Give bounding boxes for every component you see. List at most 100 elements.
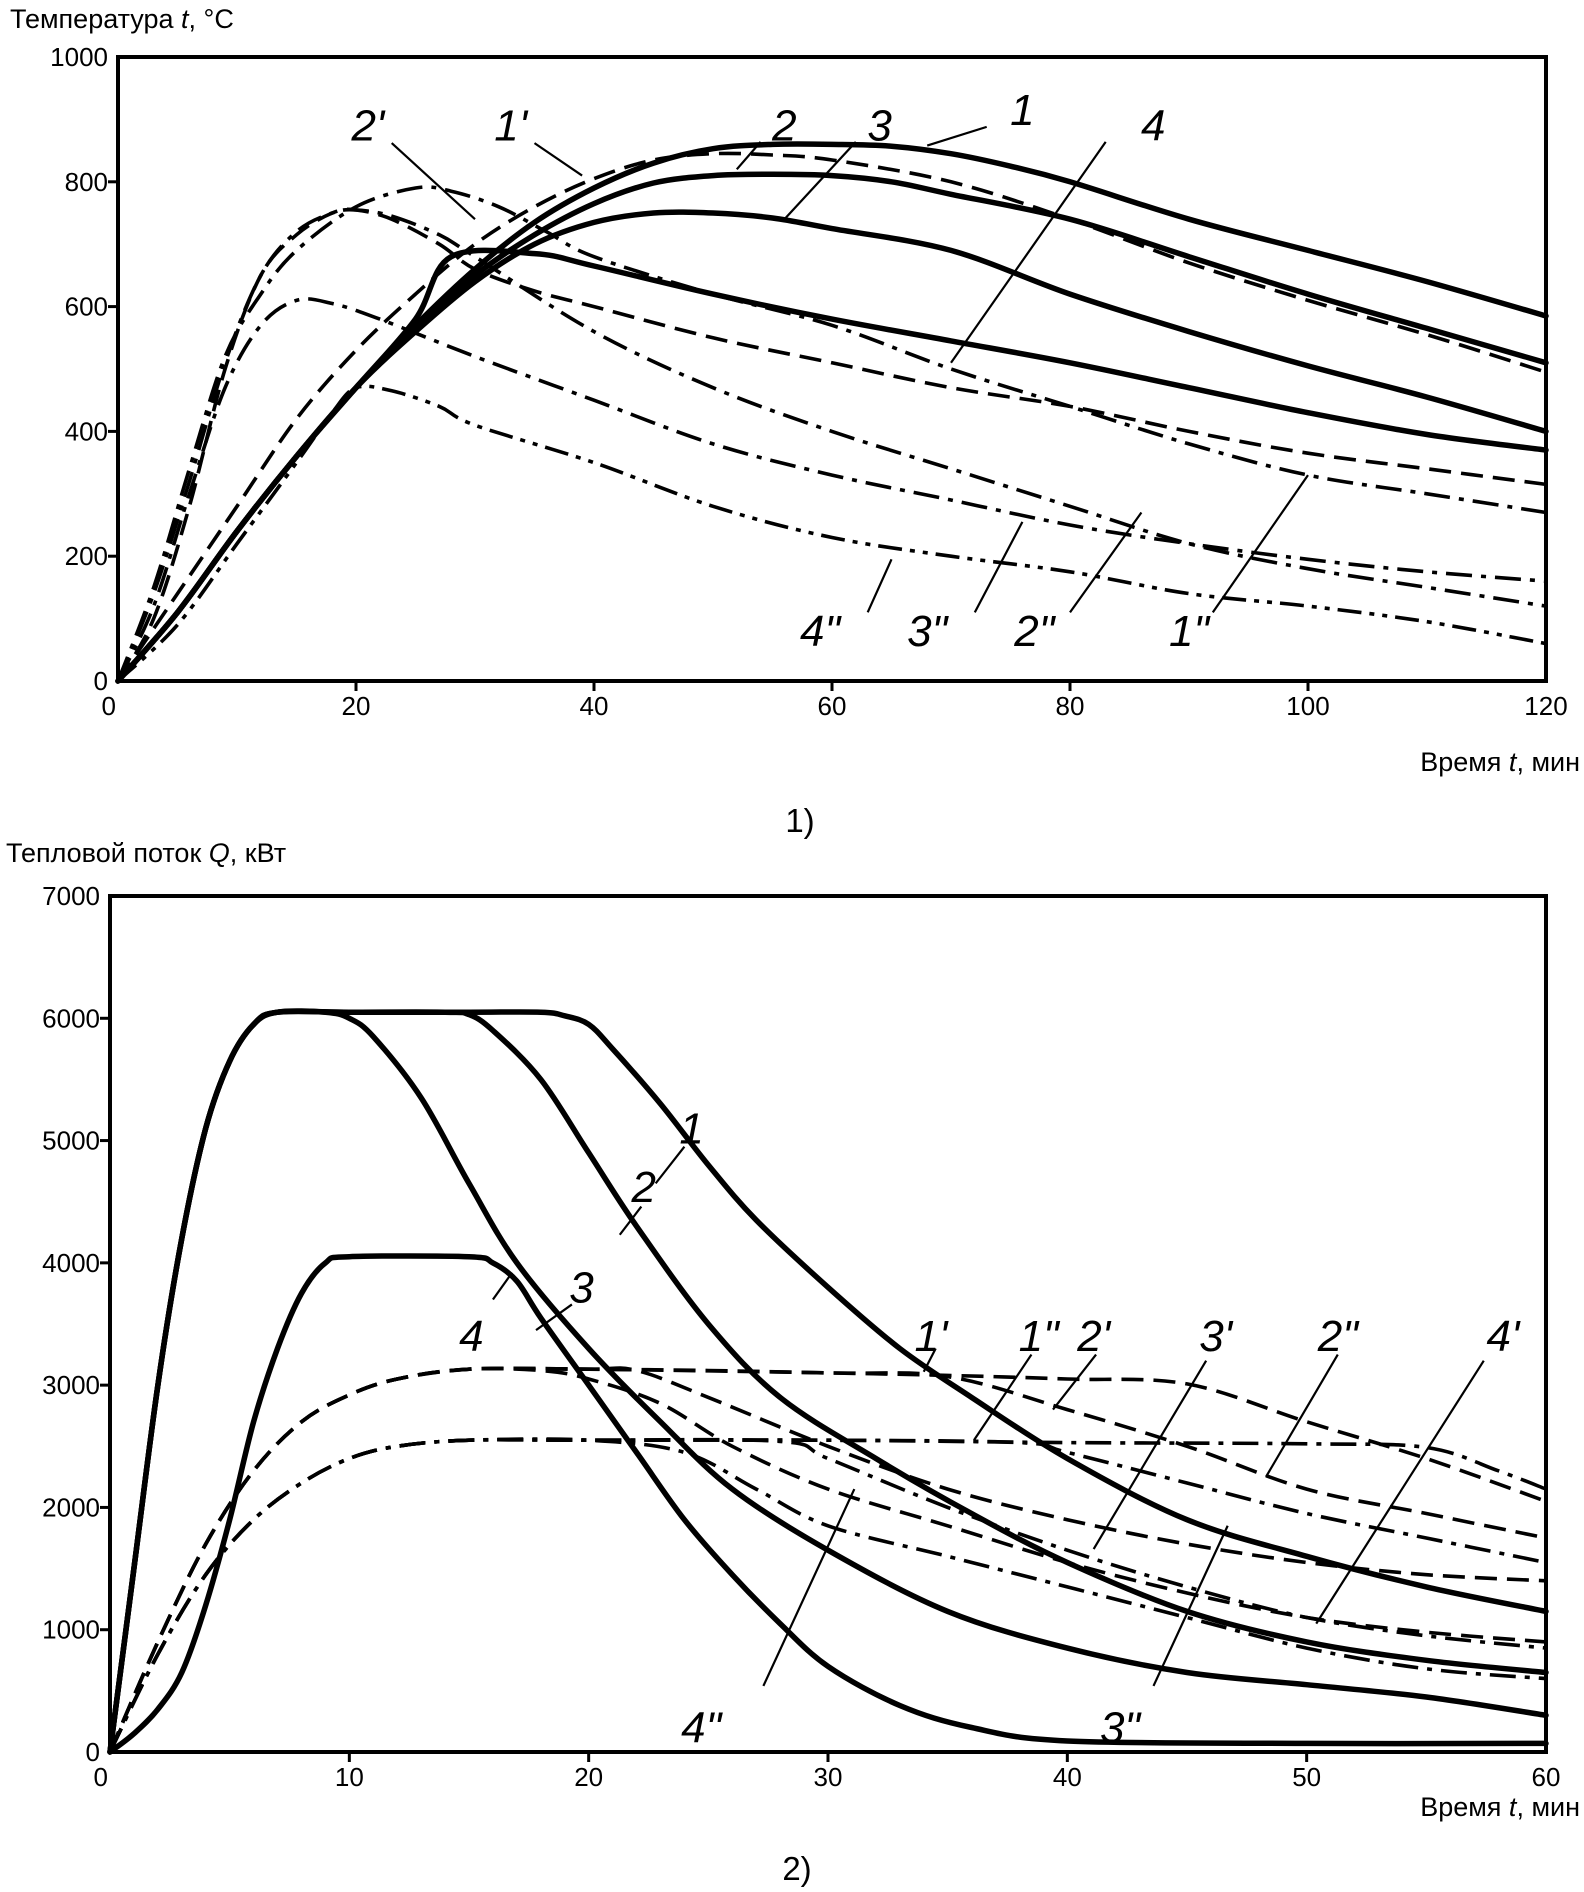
x-axis-title-time-2: Время t, мин [1420, 1792, 1580, 1822]
y-tick-label: 400 [65, 416, 108, 446]
curve-label-4: 4 [1141, 102, 1165, 151]
x-tick-label: 20 [574, 1762, 603, 1792]
curve-label-2p: 2' [1076, 1312, 1111, 1361]
y-tick-label: 4000 [42, 1248, 100, 1278]
y-tick-label: 6000 [42, 1003, 100, 1033]
curve-label-2: 2 [771, 102, 796, 151]
y-tick-label: 800 [65, 167, 108, 197]
x-tick-label: 50 [1292, 1762, 1321, 1792]
x-tick-label: 60 [818, 691, 847, 721]
curve-label-1pp: 1" [1019, 1312, 1061, 1361]
y-tick-label: 3000 [42, 1370, 100, 1400]
leader-line-1 [926, 125, 988, 147]
x-tick-label: 120 [1524, 691, 1567, 721]
y-tick-label: 1000 [50, 42, 108, 72]
curve-label-4p: 4' [1486, 1312, 1520, 1361]
curve-4pp [108, 1437, 1547, 1753]
curve-label-3pp: 3" [1100, 1704, 1142, 1753]
curve-label-1p: 1' [494, 102, 528, 151]
curve-label-2p: 2' [350, 102, 385, 151]
x-tick-label: 20 [342, 691, 371, 721]
leader-line-2pp [1069, 511, 1143, 613]
curve-1pp [116, 185, 1547, 682]
leader-line-3p [1092, 1360, 1208, 1550]
curve-label-3p: 3' [1199, 1312, 1233, 1361]
leader-line-4pp [762, 1488, 856, 1687]
curve-label-3pp: 3" [907, 607, 949, 656]
x-tick-label: 40 [1053, 1762, 1082, 1792]
x-tick-label: 60 [1532, 1762, 1561, 1792]
curve-label-1: 1 [1010, 86, 1034, 135]
caption-1: 1) [785, 802, 814, 839]
curve-2pp [116, 297, 1547, 682]
leader-line-3 [535, 1303, 573, 1332]
leader-line-2 [618, 1205, 643, 1236]
leader-line-1p [922, 1347, 937, 1373]
curve-2 [115, 171, 1549, 684]
leader-line-4 [950, 141, 1107, 364]
leader-line-3pp [1152, 1525, 1229, 1687]
curve-2pp [108, 1437, 1547, 1753]
y-tick-label: 2000 [42, 1492, 100, 1522]
y-tick-label: 7000 [42, 881, 100, 911]
plot-frame [116, 55, 1548, 683]
curve-3pp [108, 1437, 1547, 1753]
curve-label-1: 1 [679, 1104, 703, 1153]
leader-line-3 [783, 141, 857, 220]
leader-line-3pp [973, 521, 1024, 613]
x-tick-label: 0 [94, 1762, 108, 1792]
curve-label-3: 3 [867, 102, 892, 151]
curve-4pp [116, 384, 1547, 683]
curve-3 [107, 1008, 1549, 1755]
curve-label-2pp: 2" [1317, 1312, 1360, 1361]
leader-line-2 [735, 141, 762, 171]
y-axis-title-heat-flow: Тепловой поток Q, кВт [6, 838, 286, 868]
x-tick-label: 80 [1056, 691, 1085, 721]
leader-line-1p [533, 142, 583, 177]
curve-label-1p: 1' [914, 1312, 948, 1361]
leader-line-2p [390, 142, 476, 221]
curve-1pp [108, 1437, 1547, 1753]
y-tick-label: 5000 [42, 1126, 100, 1156]
y-tick-label: 1000 [42, 1615, 100, 1645]
leader-line-4 [492, 1272, 513, 1301]
x-tick-label: 30 [814, 1762, 843, 1792]
curve-label-2pp: 2" [1013, 607, 1056, 656]
curve-4 [107, 1253, 1549, 1755]
curve-3p [108, 1366, 1547, 1753]
curve-4 [115, 247, 1549, 684]
leader-line-2p [1052, 1353, 1097, 1411]
curve-1p [116, 151, 1547, 683]
curve-label-4pp: 4" [681, 1704, 723, 1753]
leader-line-4pp [866, 558, 893, 613]
leader-line-2pp [1265, 1354, 1339, 1478]
curve-label-4: 4 [459, 1312, 483, 1361]
curve-2 [107, 1008, 1549, 1755]
x-axis-title-time-1: Время t, мин [1420, 747, 1580, 777]
curve-label-2: 2 [630, 1163, 655, 1212]
caption-2: 2) [782, 1850, 811, 1887]
leader-line-1pp [1211, 474, 1309, 613]
curve-1 [107, 1008, 1549, 1755]
x-tick-label: 10 [335, 1762, 364, 1792]
temperature-chart: Температура t, °C Время t, мин 1) 020040… [10, 4, 1580, 839]
y-tick-label: 200 [65, 541, 108, 571]
x-tick-label: 100 [1286, 691, 1329, 721]
curve-label-1pp: 1" [1169, 607, 1211, 656]
leader-line-4p [1315, 1360, 1485, 1625]
curve-2p [116, 207, 1547, 682]
y-tick-label: 0 [94, 666, 108, 696]
y-axis-title-temperature: Температура t, °C [10, 4, 234, 34]
curve-label-3: 3 [569, 1263, 594, 1312]
curve-3pp [116, 207, 1547, 682]
x-tick-label: 40 [580, 691, 609, 721]
curve-4p [108, 1366, 1547, 1753]
y-tick-label: 0 [86, 1737, 100, 1767]
leader-line-1 [654, 1146, 686, 1185]
x-tick-label: 0 [102, 691, 116, 721]
leader-line-1pp [973, 1353, 1033, 1441]
heat-flow-chart: Тепловой поток Q, кВт Время t, мин 2) 0 1… [6, 838, 1580, 1887]
curve-label-4pp: 4" [800, 607, 842, 656]
y-tick-label: 600 [65, 292, 108, 322]
